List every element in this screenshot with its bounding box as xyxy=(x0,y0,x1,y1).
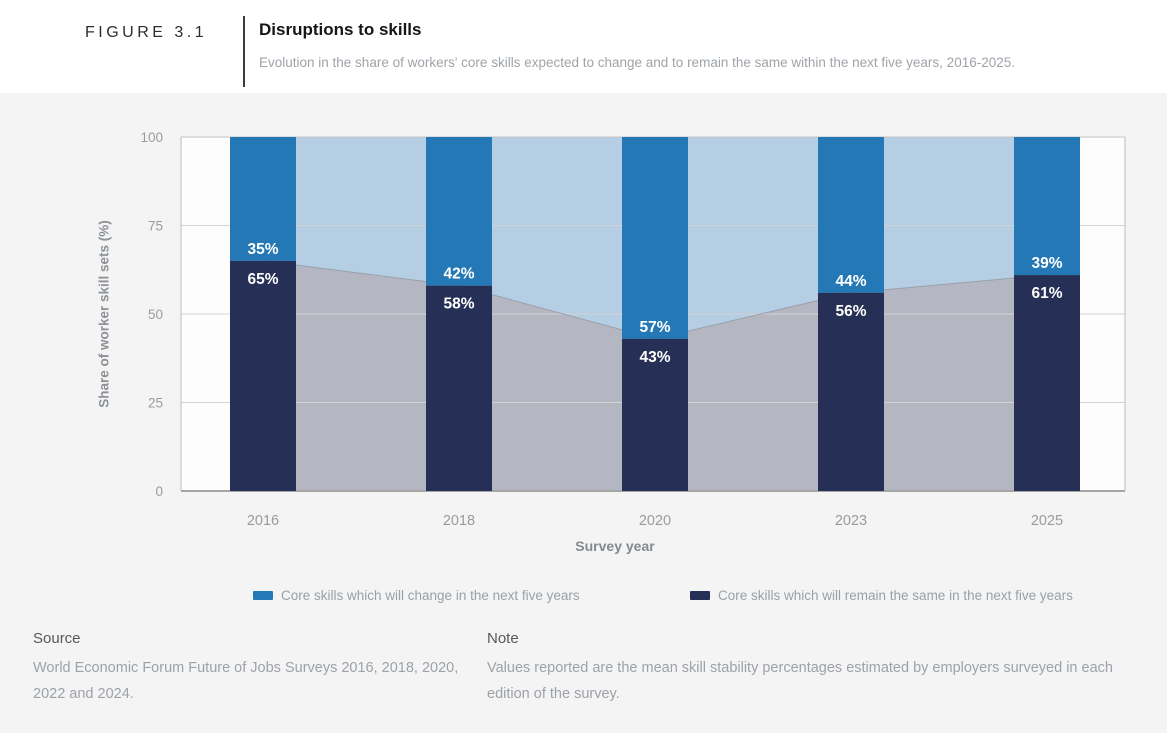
bar-segment-change-2023 xyxy=(818,137,884,293)
bar-value-label-change: 39% xyxy=(1031,255,1062,272)
note-heading: Note xyxy=(487,630,519,647)
x-tick-label: 2023 xyxy=(835,513,867,529)
bar-value-label-change: 44% xyxy=(835,273,866,290)
legend-label-change: Core skills which will change in the nex… xyxy=(281,588,580,603)
source-heading: Source xyxy=(33,630,81,647)
stacked-bar-area-chart: 35% 65% 42% 58% 57% 43% 44% 56% 39% 61% 0 25 50 75 100… xyxy=(140,130,1126,529)
note-section: Note Values reported are the mean skill … xyxy=(487,630,1147,708)
figure-number-label: FIGURE 3.1 xyxy=(85,24,208,41)
x-axis-title: Survey year xyxy=(575,538,655,554)
bar-segment-change-2025 xyxy=(1014,137,1080,276)
bar-segment-remain-2016 xyxy=(230,260,296,491)
bar-segment-change-2016 xyxy=(230,137,296,261)
bar-value-label-remain: 61% xyxy=(1031,285,1062,302)
legend-item-change: Core skills which will change in the nex… xyxy=(253,588,580,603)
y-tick-label: 100 xyxy=(140,130,163,145)
y-tick-label: 25 xyxy=(148,396,163,411)
figure-title-block: Disruptions to skills Evolution in the s… xyxy=(259,20,1139,72)
bar-value-label-change: 42% xyxy=(443,266,474,283)
note-text: Values reported are the mean skill stabi… xyxy=(487,660,1113,702)
bar-value-label-remain: 58% xyxy=(443,296,474,313)
chart-panel: 35% 65% 42% 58% 57% 43% 44% 56% 39% 61% 0 25 50 75 100… xyxy=(0,93,1167,733)
bar-segment-change-2018 xyxy=(426,137,492,286)
header-divider xyxy=(243,16,245,87)
legend-label-remain: Core skills which will remain the same i… xyxy=(718,588,1073,603)
legend-swatch-change xyxy=(253,591,273,600)
bar-value-label-remain: 65% xyxy=(247,271,278,288)
bar-segment-remain-2018 xyxy=(426,285,492,491)
bar-segment-change-2020 xyxy=(622,137,688,339)
bar-value-label-remain: 43% xyxy=(639,349,670,366)
bar-segment-remain-2020 xyxy=(622,338,688,491)
x-tick-label: 2016 xyxy=(247,513,279,529)
y-axis-title: Share of worker skill sets (%) xyxy=(96,220,112,408)
legend-swatch-remain xyxy=(690,591,710,600)
source-text: World Economic Forum Future of Jobs Surv… xyxy=(33,660,459,702)
bar-value-label-remain: 56% xyxy=(835,303,866,320)
figure-header: FIGURE 3.1 Disruptions to skills Evoluti… xyxy=(0,0,1167,93)
bar-segment-remain-2023 xyxy=(818,292,884,491)
x-tick-label: 2020 xyxy=(639,513,671,529)
y-tick-label: 75 xyxy=(148,219,163,234)
legend-item-remain: Core skills which will remain the same i… xyxy=(690,588,1073,603)
figure-title: Disruptions to skills xyxy=(259,20,422,39)
figure-subtitle: Evolution in the share of workers' core … xyxy=(259,55,1015,71)
y-tick-label: 50 xyxy=(148,307,163,322)
bar-value-label-change: 57% xyxy=(639,319,670,336)
source-section: Source World Economic Forum Future of Jo… xyxy=(33,630,473,708)
y-tick-label: 0 xyxy=(155,484,163,499)
bar-segment-remain-2025 xyxy=(1014,275,1080,491)
x-tick-label: 2018 xyxy=(443,513,475,529)
bar-value-label-change: 35% xyxy=(247,241,278,258)
x-tick-label: 2025 xyxy=(1031,513,1063,529)
